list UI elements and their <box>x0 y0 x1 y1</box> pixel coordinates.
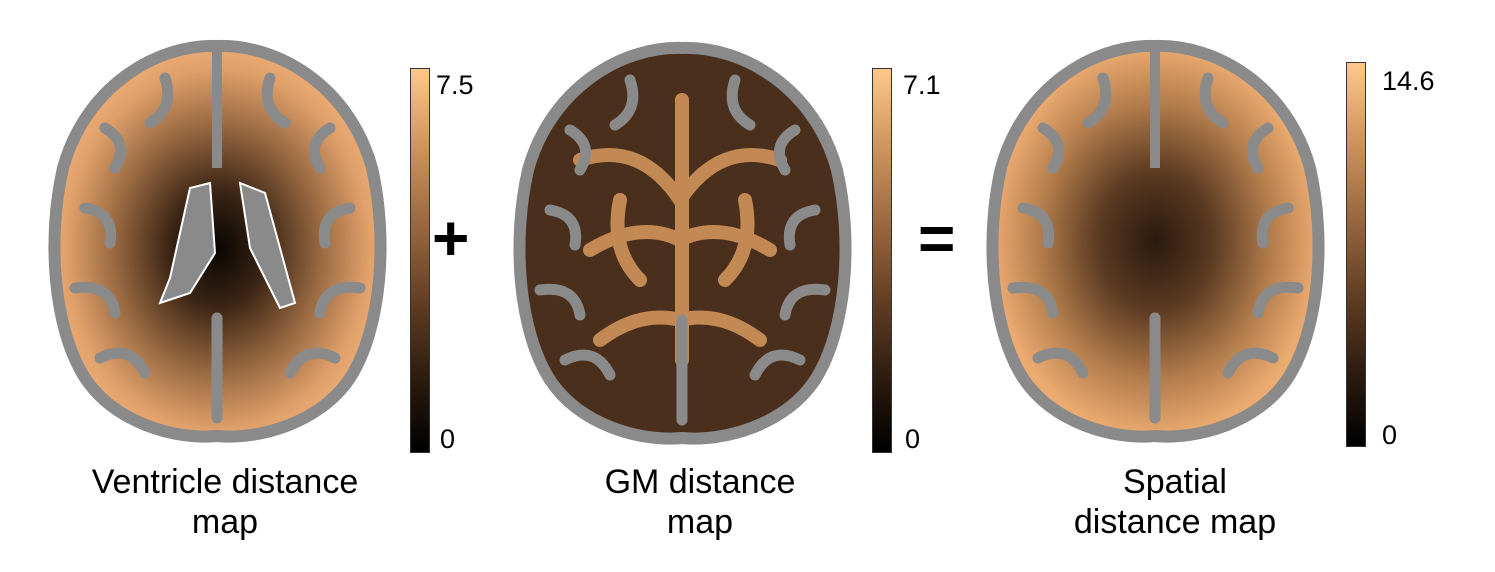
caption-line1: GM distance <box>604 463 796 501</box>
colorbar-ventricle-distance <box>410 68 430 453</box>
colorbar-min-label: 0 <box>1382 420 1398 450</box>
colorbar-max-label: 7.1 <box>903 70 941 100</box>
brain-image-spatial-distance <box>986 39 1325 443</box>
caption-line2: map <box>666 503 734 541</box>
colorbar-gm-distance <box>872 68 892 453</box>
caption-ventricle-distance: Ventricle distance map <box>60 462 390 542</box>
caption-line1: Ventricle distance <box>91 463 359 501</box>
brain-image-gm-distance <box>513 41 852 445</box>
caption-gm-distance: GM distance map <box>540 462 860 542</box>
caption-line2: distance map <box>1073 503 1277 541</box>
caption-spatial-distance: Spatial distance map <box>1030 462 1320 542</box>
caption-line1: Spatial <box>1123 463 1227 501</box>
colorbar-min-label: 0 <box>440 424 456 454</box>
colorbar-max-label: 7.5 <box>436 70 474 100</box>
equals-operator: = <box>918 202 956 274</box>
caption-line2: map <box>191 503 259 541</box>
colorbar-spatial-distance <box>1346 62 1366 447</box>
colorbar-max-label: 14.6 <box>1382 66 1435 96</box>
colorbar-min-label: 0 <box>905 424 921 454</box>
brain-image-ventricle-distance <box>48 39 387 443</box>
plus-operator: + <box>432 202 470 274</box>
